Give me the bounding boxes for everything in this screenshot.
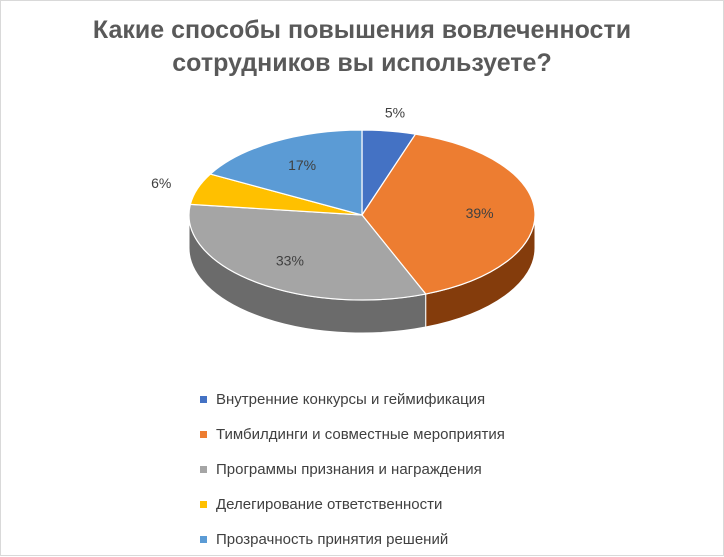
chart-title: Какие способы повышения вовлеченности со… [0, 14, 724, 80]
pie-data-label: 33% [276, 253, 304, 269]
legend-swatch [200, 396, 207, 403]
legend-swatch [200, 431, 207, 438]
legend-item: Тимбилдинги и совместные мероприятия [200, 417, 505, 452]
pie-data-label: 39% [466, 205, 494, 221]
legend-label: Внутренние конкурсы и геймификация [216, 391, 486, 408]
chart-title-line-1: Какие способы повышения вовлеченности [92, 16, 632, 44]
pie-slice [361, 133, 536, 295]
chart-legend: Внутренние конкурсы и геймификация Тимби… [200, 382, 505, 557]
legend-label: Программы признания и награждения [216, 461, 482, 478]
legend-swatch [200, 536, 207, 543]
legend-swatch [200, 466, 207, 473]
pie-chart: 5% 39% 33% 6% 17% [151, 105, 536, 334]
legend-swatch [200, 501, 207, 508]
pie-data-label: 6% [151, 175, 171, 191]
legend-item: Делегирование ответственности [200, 487, 505, 522]
chart-title-line-2: сотрудников вы используете? [172, 49, 552, 77]
legend-label: Тимбилдинги и совместные мероприятия [216, 426, 505, 443]
legend-label: Прозрачность принятия решений [216, 531, 449, 548]
pie-data-label: 5% [385, 105, 405, 121]
pie-slice [209, 129, 363, 216]
legend-label: Делегирование ответственности [216, 496, 443, 513]
pie-slice [188, 203, 427, 301]
legend-item: Программы признания и награждения [200, 452, 505, 487]
pie-data-label: 17% [288, 157, 316, 173]
legend-item: Внутренние конкурсы и геймификация [200, 382, 505, 417]
legend-item: Прозрачность принятия решений [200, 522, 505, 557]
